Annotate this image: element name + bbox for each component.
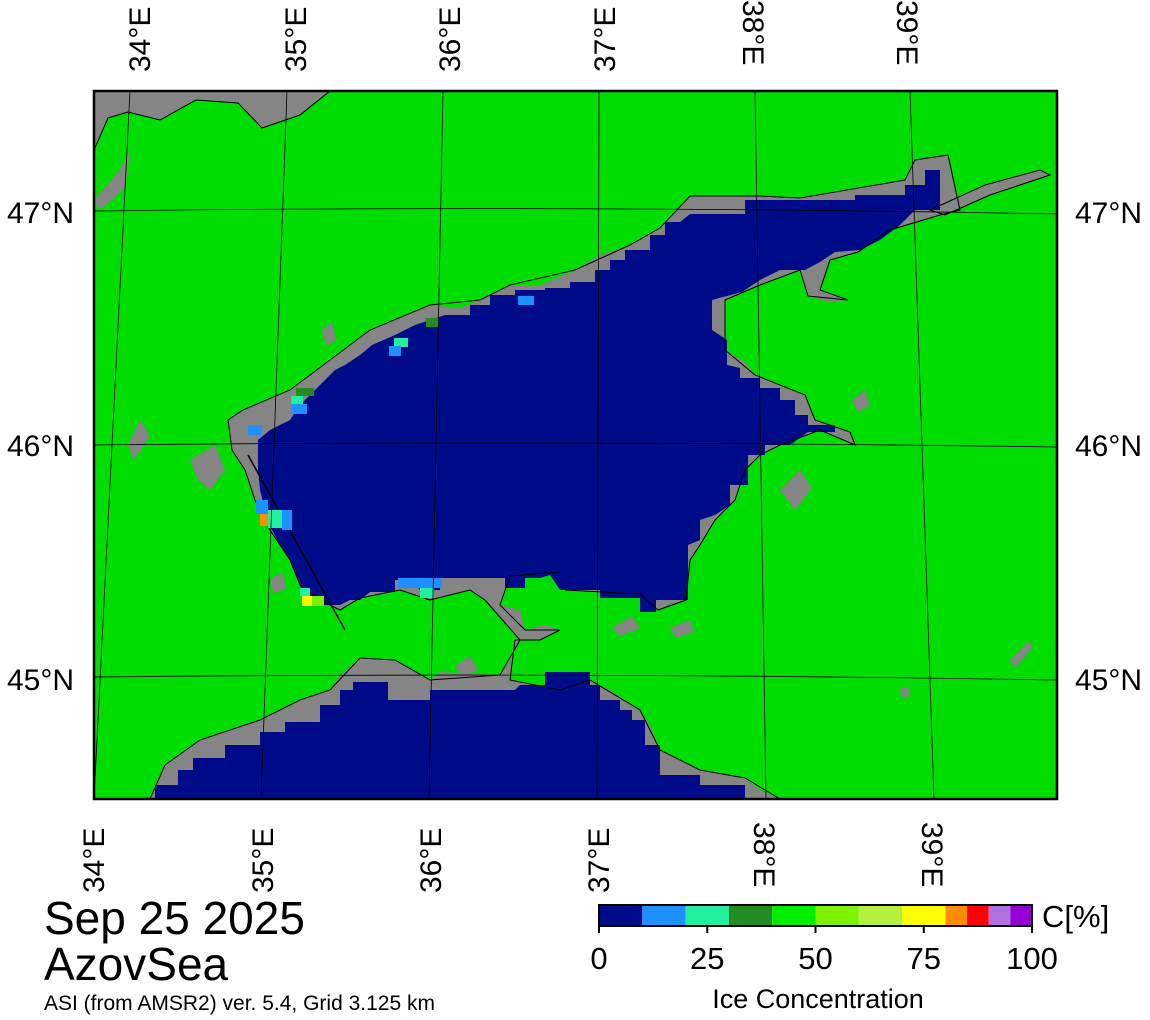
top-lon-label: 35°E <box>280 7 313 72</box>
left-latitude-labels: 47°N 46°N 45°N <box>7 197 74 697</box>
top-longitude-labels: 34°E 35°E 36°E 37°E 38°E 39°E <box>124 0 923 72</box>
colorbar-tick-label: 0 <box>590 941 607 976</box>
colorbar-bin <box>642 905 686 926</box>
colorbar-bin <box>599 905 643 926</box>
left-lat-label: 46°N <box>7 430 74 463</box>
left-lat-label: 45°N <box>7 664 74 697</box>
bottom-lon-label: 36°E <box>415 828 448 893</box>
colorbar-bin <box>945 905 968 926</box>
top-lon-label: 36°E <box>434 7 467 72</box>
colorbar-bin <box>967 905 989 926</box>
top-lon-label: 39°E <box>890 0 923 65</box>
colorbar-bin <box>815 905 859 926</box>
colorbar-bin <box>988 905 1011 926</box>
bottom-lon-label: 39°E <box>915 822 948 887</box>
bottom-lon-label: 34°E <box>78 828 111 893</box>
colorbar-bin <box>858 905 903 926</box>
colorbar-bins <box>599 905 1032 926</box>
bottom-longitude-labels: 34°E 35°E 36°E 37°E 38°E 39°E <box>78 822 948 893</box>
colorbar-bin <box>772 905 816 926</box>
map-frame <box>92 89 1059 801</box>
colorbar-bin <box>902 905 946 926</box>
colorbar-bin <box>685 905 729 926</box>
map-date: Sep 25 2025 <box>44 892 305 944</box>
left-lat-label: 47°N <box>7 197 74 230</box>
colorbar-tick-label: 25 <box>690 941 724 976</box>
right-latitude-labels: 47°N 46°N 45°N <box>1075 197 1142 697</box>
colorbar-unit: C[%] <box>1042 899 1109 934</box>
right-lat-label: 46°N <box>1075 430 1142 463</box>
data-source: ASI (from AMSR2) ver. 5.4, Grid 3.125 km <box>44 992 435 1015</box>
colorbar-bin <box>1010 905 1032 926</box>
colorbar-tick-label: 100 <box>1006 941 1058 976</box>
graticule <box>94 91 1057 799</box>
colorbar-tick-label: 50 <box>798 941 832 976</box>
top-lon-label: 38°E <box>736 0 769 65</box>
colorbar-bin <box>728 905 773 926</box>
map-region: AzovSea <box>44 938 229 990</box>
bottom-lon-label: 38°E <box>747 822 780 887</box>
top-lon-label: 34°E <box>124 7 157 72</box>
colorbar: 0 25 50 75 100 C[%] <box>590 899 1109 976</box>
colorbar-title: Ice Concentration <box>712 984 924 1014</box>
right-lat-label: 45°N <box>1075 664 1142 697</box>
top-lon-label: 37°E <box>589 7 622 72</box>
coastline <box>94 91 1052 799</box>
colorbar-tick-label: 75 <box>907 941 941 976</box>
bottom-lon-label: 37°E <box>583 828 616 893</box>
colorbar-ticks: 0 25 50 75 100 <box>590 926 1058 976</box>
right-lat-label: 47°N <box>1075 197 1142 230</box>
bottom-lon-label: 35°E <box>247 828 280 893</box>
